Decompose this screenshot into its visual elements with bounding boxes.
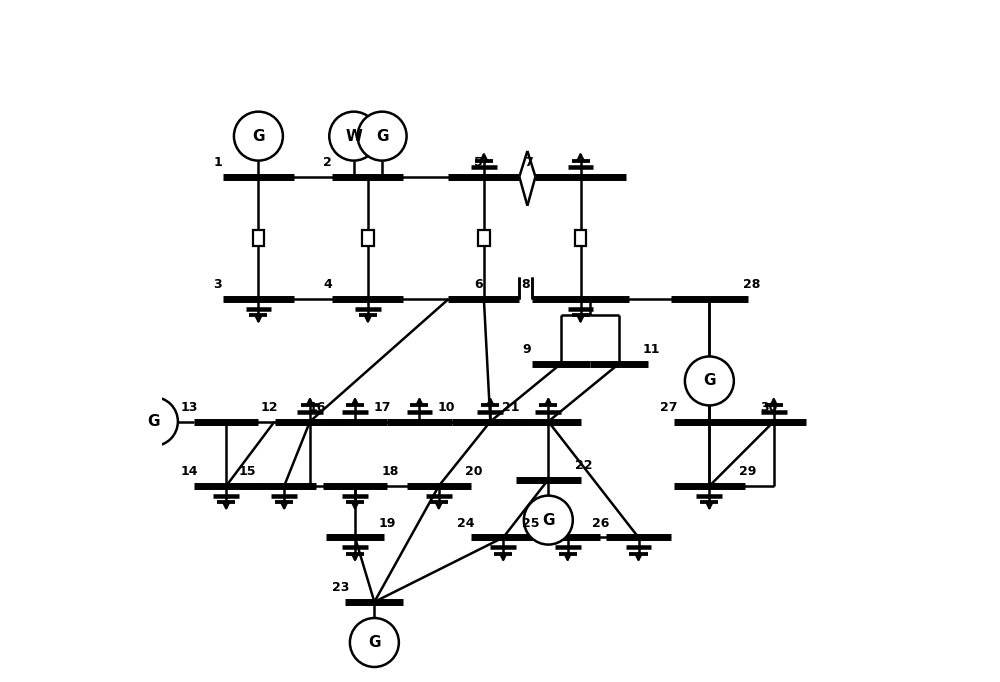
Bar (362, 231, 374, 246)
Circle shape (350, 618, 399, 667)
Circle shape (524, 496, 573, 545)
Text: 27: 27 (660, 401, 678, 414)
Circle shape (685, 357, 734, 405)
Text: 7: 7 (525, 156, 533, 169)
Text: 26: 26 (592, 517, 610, 530)
Text: 24: 24 (457, 517, 475, 530)
Text: 6: 6 (474, 278, 483, 291)
Bar (478, 231, 490, 246)
Text: 9: 9 (523, 343, 531, 356)
Text: 18: 18 (382, 465, 399, 478)
Circle shape (129, 397, 178, 446)
Text: 22: 22 (575, 459, 593, 472)
Text: G: G (368, 635, 381, 650)
Text: 13: 13 (180, 401, 198, 414)
Text: 1: 1 (213, 156, 222, 169)
Text: G: G (542, 513, 555, 528)
Text: 11: 11 (643, 343, 660, 356)
Text: 23: 23 (332, 581, 349, 594)
Text: G: G (376, 129, 388, 144)
Text: 16: 16 (309, 401, 326, 414)
Text: 12: 12 (261, 401, 278, 414)
Text: 3: 3 (214, 278, 222, 291)
Circle shape (234, 112, 283, 161)
Bar (575, 231, 586, 246)
Text: W: W (345, 129, 362, 144)
Text: 15: 15 (238, 465, 256, 478)
Bar (253, 231, 264, 246)
Text: 4: 4 (323, 278, 332, 291)
Text: 10: 10 (438, 401, 455, 414)
Text: 20: 20 (465, 465, 483, 478)
Text: 5: 5 (474, 156, 483, 169)
Text: 17: 17 (373, 401, 391, 414)
Text: 8: 8 (521, 278, 530, 291)
Text: G: G (703, 374, 716, 389)
Circle shape (329, 112, 378, 161)
Text: 29: 29 (739, 465, 757, 478)
Text: 28: 28 (743, 278, 760, 291)
Text: 30: 30 (760, 401, 777, 414)
Text: 14: 14 (180, 465, 198, 478)
Text: 19: 19 (379, 517, 396, 530)
Text: 25: 25 (522, 517, 539, 530)
Circle shape (358, 112, 407, 161)
Text: 2: 2 (323, 156, 332, 169)
Text: G: G (252, 129, 265, 144)
Text: 21: 21 (502, 401, 520, 414)
Text: G: G (147, 414, 160, 429)
